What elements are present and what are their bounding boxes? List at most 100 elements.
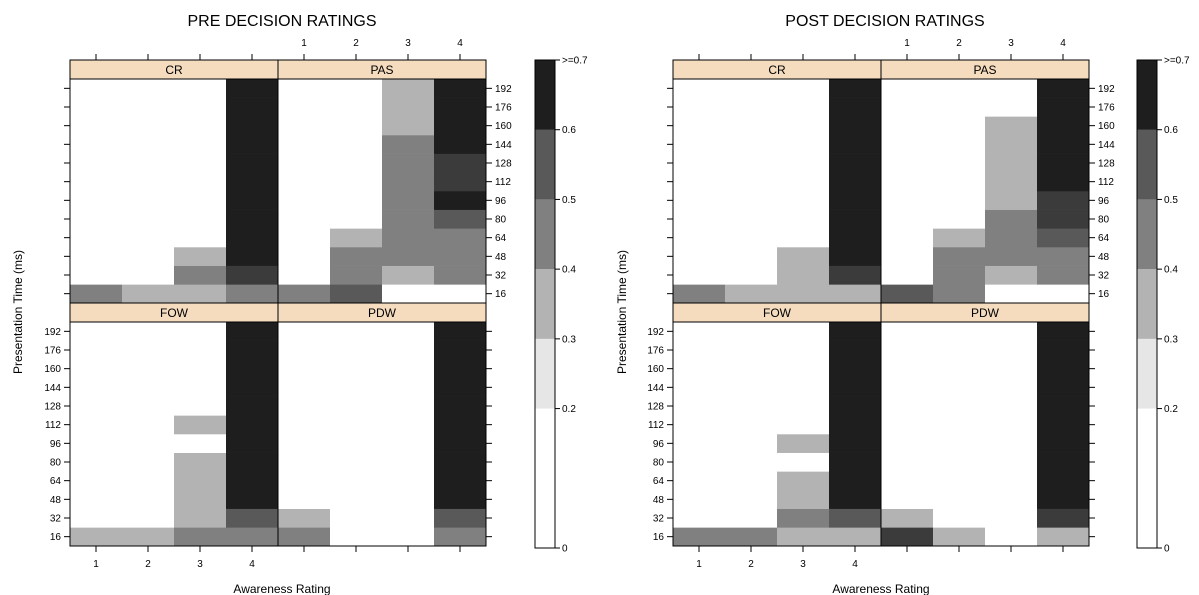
heatmap-cell	[725, 79, 777, 98]
heatmap-cell	[673, 359, 725, 379]
x-tick-label: 4	[852, 559, 858, 570]
x-tick-label: 3	[405, 38, 411, 49]
x-tick-label: 2	[748, 559, 754, 570]
heatmap-cell	[725, 434, 777, 453]
x-tick-label: 1	[93, 559, 99, 570]
heatmap-cell	[777, 508, 829, 528]
heatmap-cell	[881, 490, 933, 509]
x-tick-label: 3	[800, 559, 806, 570]
heatmap-cell	[70, 359, 122, 379]
heatmap-cell	[70, 508, 122, 528]
heatmap-cell	[278, 265, 330, 285]
heatmap-cell	[330, 359, 382, 379]
heatmap-cell	[725, 228, 777, 248]
heatmap-cell	[985, 265, 1037, 285]
y-tick-label: 80	[653, 458, 665, 469]
panel-pdw: PDW	[277, 302, 487, 547]
heatmap-cell	[985, 247, 1037, 266]
heatmap-cell	[226, 247, 278, 266]
heatmap-cell	[278, 284, 330, 304]
heatmap-cell	[985, 153, 1037, 173]
heatmap-cell	[725, 209, 777, 229]
panel-fow: FOW	[672, 302, 882, 547]
heatmap-cell	[933, 97, 985, 117]
panel-strip-label: CR	[768, 63, 786, 77]
heatmap-cell	[70, 415, 122, 435]
y-tick-label: 192	[44, 327, 61, 338]
heatmap-cell	[829, 340, 881, 360]
heatmap-cell	[725, 471, 777, 491]
heatmap-cell	[829, 434, 881, 453]
heatmap-cell	[70, 209, 122, 229]
heatmap-cell	[881, 434, 933, 453]
y-axis: 16 32 48 64 80 96 112 128 144 160 176 192 16 32 48 64 80…	[647, 84, 1115, 543]
heatmap-cell	[70, 265, 122, 285]
heatmap-cell	[777, 135, 829, 154]
heatmap-cell	[777, 415, 829, 435]
heatmap-cell	[933, 415, 985, 435]
y-tick-label: 192	[1098, 84, 1115, 95]
heatmap-cell	[226, 378, 278, 397]
colorbar-tick-label: 0.3	[1164, 334, 1178, 345]
heatmap-cell	[933, 434, 985, 453]
colorbar-tick-label: >=0.7	[1164, 56, 1190, 67]
heatmap-cell	[725, 284, 777, 304]
heatmap-cell	[1037, 135, 1089, 154]
x-tick-label: 4	[457, 38, 463, 49]
heatmap-cell	[673, 284, 725, 304]
heatmap-cell	[829, 191, 881, 210]
heatmap-cell	[881, 97, 933, 117]
heatmap-cell	[673, 434, 725, 453]
y-tick-label: 32	[495, 271, 507, 282]
heatmap-cell	[70, 97, 122, 117]
heatmap-cell	[881, 471, 933, 491]
heatmap-cell	[122, 359, 174, 379]
heatmap-cell	[777, 322, 829, 341]
heatmap-cell	[673, 191, 725, 210]
heatmap-cell	[122, 97, 174, 117]
heatmap-cell	[330, 191, 382, 210]
heatmap-cell	[777, 284, 829, 304]
heatmap-cell	[174, 490, 226, 509]
heatmap-cell	[122, 247, 174, 266]
heatmap-cell	[725, 378, 777, 397]
heatmap-cell	[1037, 434, 1089, 453]
heatmap-cell	[985, 172, 1037, 192]
heatmap-cell	[881, 396, 933, 416]
heatmap-cell	[434, 209, 486, 229]
y-tick-label: 112	[648, 420, 664, 431]
heatmap-cell	[434, 340, 486, 360]
heatmap-cell	[226, 359, 278, 379]
heatmap-cell	[829, 135, 881, 154]
heatmap-cell	[829, 228, 881, 248]
heatmap-cell	[122, 191, 174, 210]
heatmap-cell	[70, 116, 122, 136]
heatmap-cell	[725, 97, 777, 117]
heatmap-cell	[985, 378, 1037, 397]
heatmap-cell	[1037, 452, 1089, 472]
heatmap-cell	[70, 340, 122, 360]
heatmap-cell	[881, 228, 933, 248]
heatmap-cell	[434, 284, 486, 304]
heatmap-cell	[174, 340, 226, 360]
heatmap-cell	[278, 116, 330, 136]
heatmap-cell	[829, 508, 881, 528]
colorbar-swatch	[535, 199, 555, 270]
heatmap-cell	[881, 135, 933, 154]
heatmap-cell	[829, 322, 881, 341]
heatmap-cell	[174, 191, 226, 210]
heatmap-cell	[1037, 209, 1089, 229]
heatmap-cell	[933, 209, 985, 229]
heatmap-cell	[330, 97, 382, 117]
heatmap-cell	[174, 434, 226, 453]
y-tick-label: 64	[1098, 233, 1110, 244]
y-tick-label: 144	[44, 383, 61, 394]
heatmap-cell	[434, 508, 486, 528]
heatmap-cell	[226, 153, 278, 173]
heatmap-cell	[174, 284, 226, 304]
y-tick-label: 176	[495, 103, 512, 114]
heatmap-cell	[278, 172, 330, 192]
y-tick-label: 160	[495, 121, 512, 132]
x-tick-label: 4	[1060, 38, 1066, 49]
heatmap-cell	[122, 415, 174, 435]
